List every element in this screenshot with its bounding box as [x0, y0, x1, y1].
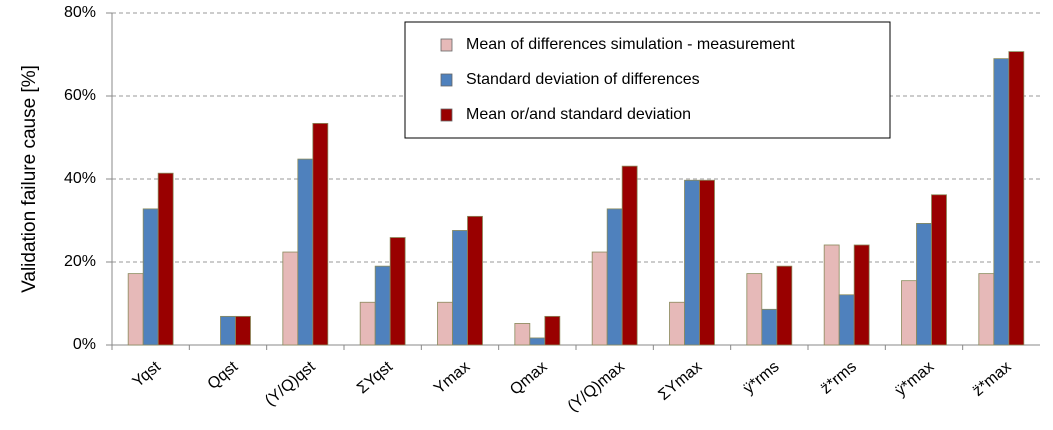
bar — [127, 273, 144, 346]
bar — [978, 273, 995, 346]
bar — [544, 315, 561, 346]
legend-swatch — [440, 38, 453, 52]
y-tick-label: 20% — [64, 253, 96, 270]
bar — [359, 301, 376, 346]
y-tick-label: 0% — [73, 336, 96, 353]
bar — [157, 172, 174, 346]
bar — [838, 294, 855, 346]
y-tick-label: 40% — [64, 170, 96, 187]
x-tick-label: Yqst — [130, 358, 165, 391]
bar — [699, 179, 715, 346]
x-tick-label: ÿ*max — [892, 358, 937, 400]
bar — [452, 230, 468, 346]
bar — [823, 244, 840, 346]
x-tick-label: Qqst — [204, 358, 241, 393]
bar — [901, 280, 917, 346]
y-tick-label: 60% — [64, 87, 96, 104]
bar — [235, 315, 251, 346]
bar — [142, 208, 159, 346]
legend-label: Mean or/and standard deviation — [466, 106, 691, 123]
bar — [684, 179, 700, 346]
bar — [282, 251, 299, 346]
legend-label: Mean of differences simulation - measure… — [466, 36, 795, 53]
legend: Mean of differences simulation - measure… — [404, 21, 891, 139]
bar — [931, 194, 947, 346]
bar — [514, 323, 531, 346]
x-tick-label: ΣYqst — [354, 358, 396, 397]
legend-swatch — [440, 108, 453, 122]
bar — [297, 158, 314, 346]
x-tick-label: (Y/Q)max — [565, 358, 628, 415]
bar — [746, 273, 763, 346]
bar — [437, 301, 453, 346]
bar — [389, 237, 406, 346]
x-tick-label: (Y/Q)qst — [262, 358, 319, 410]
x-tick-label: z̈*rms — [818, 358, 860, 397]
legend-label: Standard deviation of differences — [466, 71, 700, 88]
bar — [606, 208, 623, 346]
bar — [529, 337, 546, 346]
bar — [669, 301, 685, 346]
legend-box — [404, 21, 891, 139]
bar — [374, 265, 391, 346]
bar — [776, 265, 793, 346]
legend-swatch — [440, 73, 453, 87]
bar — [621, 165, 638, 346]
bar — [591, 251, 608, 346]
bar — [916, 223, 932, 346]
x-tick-label: z̈*max — [970, 358, 1015, 400]
bar — [220, 315, 236, 346]
x-tick-label: ÿ*rms — [740, 358, 782, 397]
bar — [467, 215, 483, 346]
y-tick-label: 80% — [64, 4, 96, 21]
x-tick-label: Ymax — [431, 358, 473, 397]
bar — [1008, 51, 1025, 346]
bar — [853, 244, 870, 346]
y-axis-label: Validation failure cause [%] — [19, 65, 40, 293]
x-tick-label: Qmax — [507, 358, 551, 398]
x-tick-label: ΣYmax — [655, 358, 705, 404]
bar — [761, 308, 778, 346]
bar — [312, 122, 329, 346]
bar — [993, 58, 1010, 346]
